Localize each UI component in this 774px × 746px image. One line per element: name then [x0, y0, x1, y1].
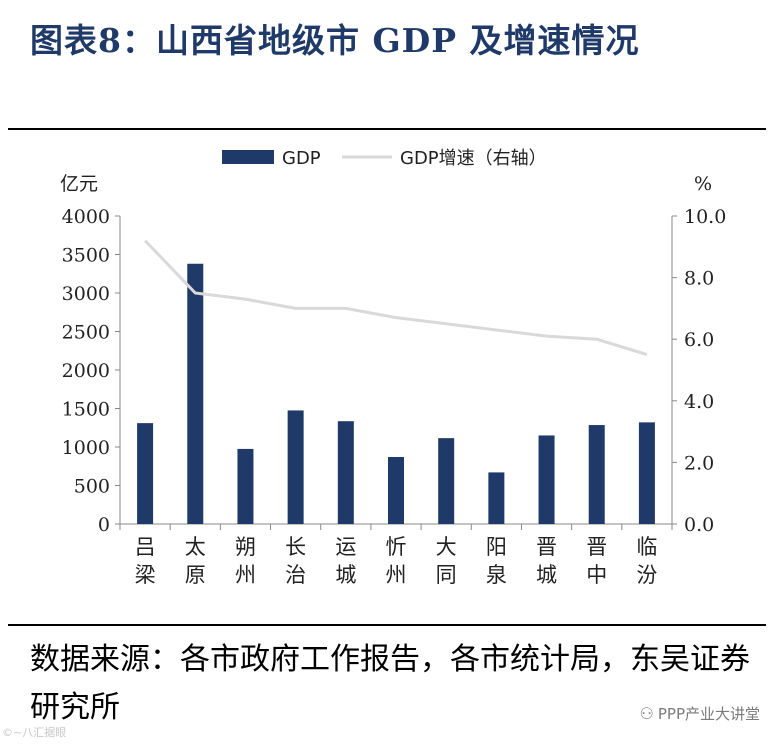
left-tick-label: 2000: [62, 360, 110, 382]
gdp-bar: [538, 435, 555, 524]
gdp-bar: [137, 423, 154, 524]
gdp-bar: [337, 421, 354, 524]
right-tick-label: 4.0: [684, 391, 714, 413]
bottom-rule: [8, 624, 766, 626]
wechat-icon: ⚇: [639, 704, 654, 723]
category-label: 晋城: [536, 535, 557, 587]
left-tick-label: 0: [98, 514, 110, 536]
left-tick-label: 500: [74, 476, 110, 498]
left-tick-label: 1500: [62, 399, 110, 421]
right-axis-unit: %: [694, 173, 712, 195]
gdp-bar: [287, 410, 304, 524]
left-tick-label: 3000: [62, 283, 110, 305]
right-tick-label: 0.0: [684, 514, 714, 536]
top-rule: [8, 128, 766, 130]
left-tick-label: 2500: [62, 322, 110, 344]
growth-line: [144, 239, 648, 357]
category-label: 晋中: [586, 535, 607, 587]
left-tick-label: 4000: [62, 206, 110, 228]
left-axis-unit: 亿元: [60, 173, 98, 195]
right-tick-label: 10.0: [684, 206, 726, 228]
category-label: 长治: [285, 535, 306, 587]
category-label: 朔州: [235, 535, 256, 587]
category-label: 太原: [185, 535, 206, 587]
category-label: 大同: [436, 535, 457, 587]
gdp-bar: [187, 263, 204, 524]
category-label: 阳泉: [486, 535, 507, 587]
legend-growth-label: GDP增速（右轴）: [400, 148, 547, 169]
category-label: 忻州: [386, 535, 407, 587]
gdp-bar: [638, 422, 655, 524]
category-label: 临汾: [636, 535, 657, 587]
left-tick-label: 1000: [62, 437, 110, 459]
chart-title: 图表8：山西省地级市 GDP 及增速情况: [30, 21, 640, 60]
category-label: 吕梁: [135, 535, 156, 587]
gdp-chart: 0 500 1000 1500 2000 2500 3000 3500 4000 0.0 2.0 4.…: [60, 148, 726, 587]
legend-gdp-swatch: [222, 150, 274, 164]
category-label: 运城: [335, 535, 356, 587]
watermark-left: ©~八汇据眼: [2, 726, 67, 739]
right-tick-label: 8.0: [684, 268, 714, 290]
gdp-bar: [588, 425, 605, 524]
watermark-right: ⚇ PPP产业大讲堂: [640, 703, 760, 724]
left-tick-label: 3500: [62, 245, 110, 267]
gdp-bar: [438, 438, 455, 524]
right-tick-label: 2.0: [684, 452, 714, 474]
gdp-bar: [237, 448, 254, 524]
watermark-right-text: PPP产业大讲堂: [657, 705, 760, 723]
gdp-bar: [488, 472, 505, 524]
gdp-bar: [388, 457, 404, 524]
source-note: 数据来源：各市政府工作报告，各市统计局，东吴证券研究所: [30, 642, 750, 725]
legend-gdp-label: GDP: [282, 148, 321, 169]
right-tick-label: 6.0: [684, 329, 714, 351]
